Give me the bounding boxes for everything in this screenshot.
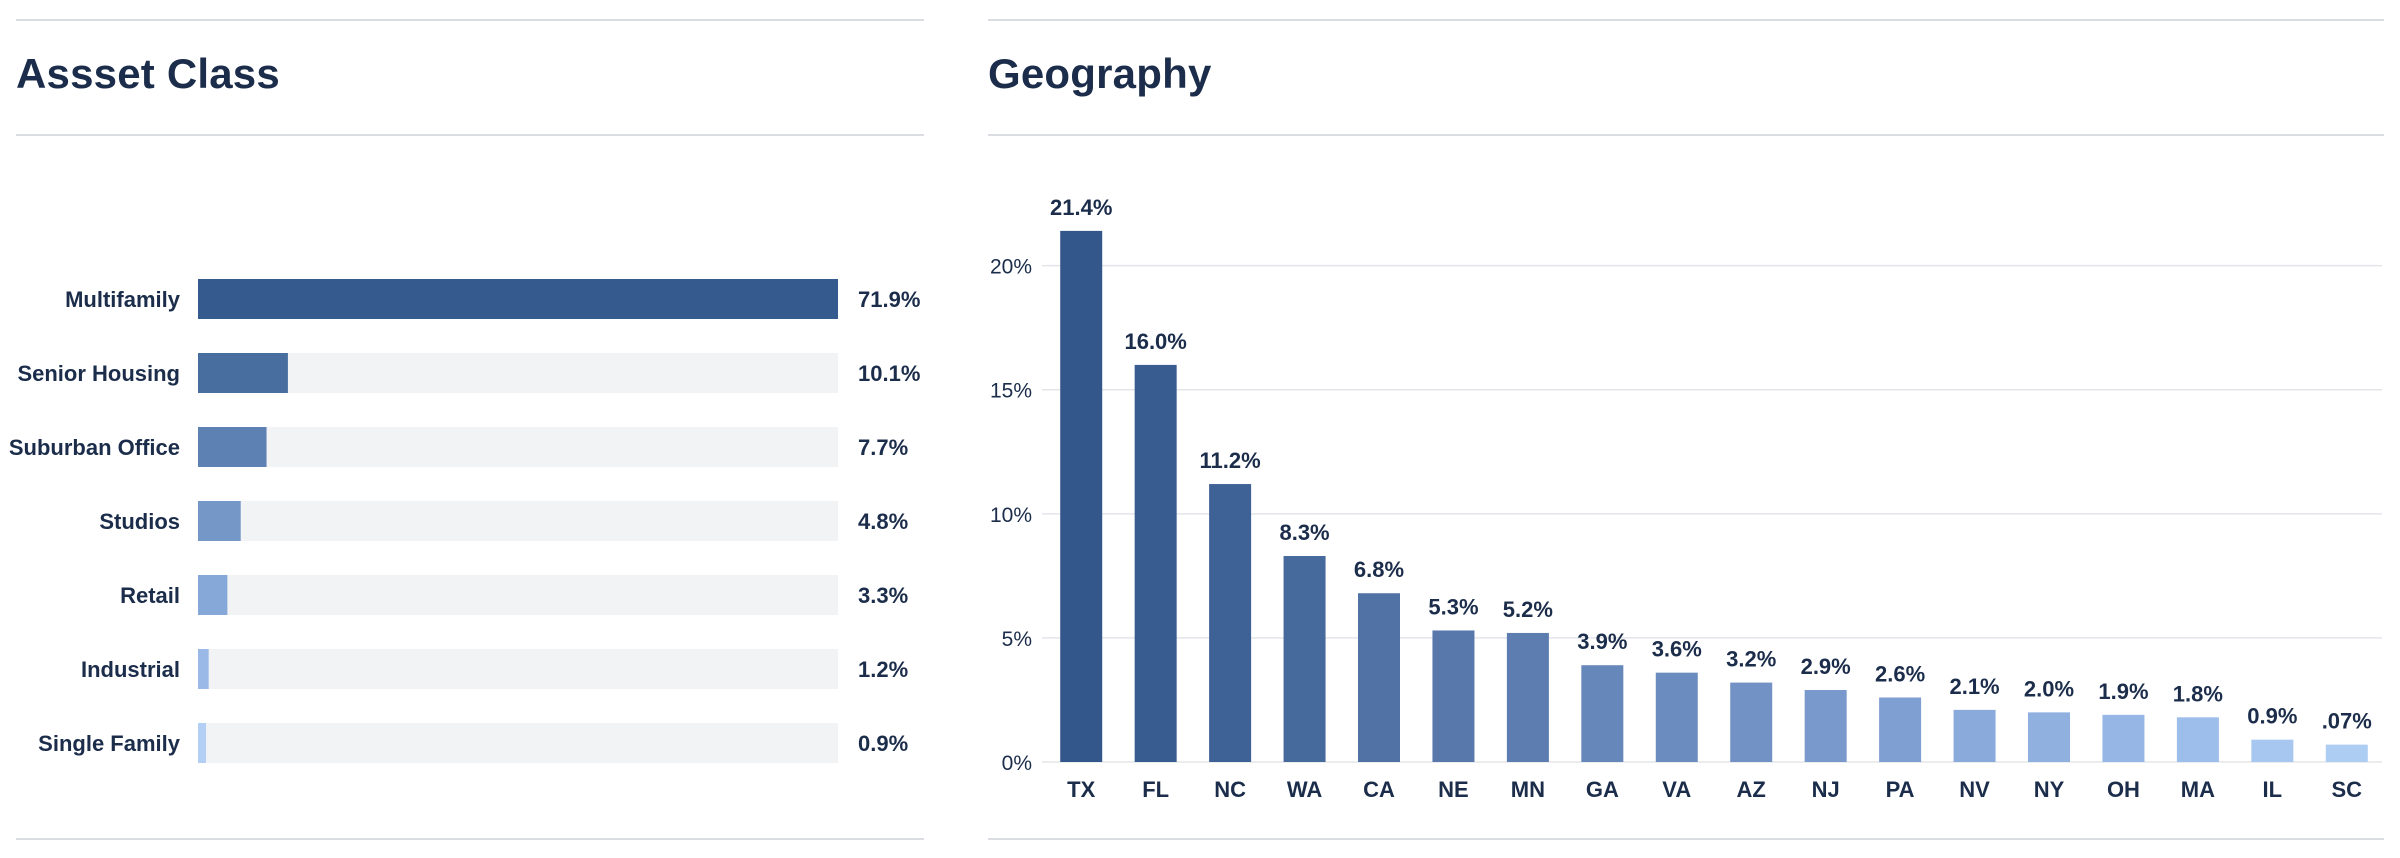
bar [1879,697,1922,762]
value-label: 0.9% [2247,704,2297,729]
value-label: 2.1% [1949,674,1999,699]
value-label: 2.6% [1875,661,1925,686]
top-divider [16,19,924,21]
bar [2325,744,2368,762]
asset-class-panel: Assset Class Multifamily 71.9% Senior Hous… [9,0,924,858]
category-label: Studios [99,509,180,534]
value-label: 5.2% [1503,597,1553,622]
value-label: 6.8% [1354,557,1404,582]
category-label: Multifamily [65,287,181,312]
x-tick-label: NJ [1812,777,1840,802]
bar [1581,665,1624,762]
x-tick-label: MA [2181,777,2215,802]
x-tick-label: WA [1287,777,1323,802]
bottom-divider [988,838,2384,840]
value-label: 3.9% [1577,629,1627,654]
title-divider [988,134,2384,136]
x-tick-label: NC [1214,777,1246,802]
value-label: 3.2% [1726,647,1776,672]
geography-title: Geography [988,50,1212,97]
value-label: 3.3% [858,583,908,608]
bar [1283,556,1326,762]
bar [1209,484,1252,762]
x-tick-label: MN [1511,777,1545,802]
value-label: 71.9% [858,287,920,312]
value-label: 2.9% [1801,654,1851,679]
x-tick-label: NY [2034,777,2065,802]
x-tick-label: GA [1586,777,1619,802]
bar-track [198,575,838,615]
bar [198,723,207,763]
bar [2251,739,2294,762]
bar [1953,709,1996,762]
title-divider [16,134,924,136]
x-tick-label: OH [2107,777,2140,802]
x-tick-label: TX [1067,777,1095,802]
bar [198,353,288,393]
bar [1506,632,1549,762]
asset-class-bar-chart: Multifamily 71.9% Senior Housing 10.1% Subur… [9,279,920,763]
value-label: 11.2% [1200,448,1261,473]
x-tick-label: FL [1142,777,1169,802]
value-label: 16.0% [1124,329,1186,354]
bottom-divider [16,838,924,840]
bar [2176,717,2219,762]
bar [198,649,209,689]
y-tick-label: 15% [990,380,1032,403]
x-tick-label: IL [2263,777,2283,802]
value-label: 5.3% [1428,594,1478,619]
category-label: Industrial [81,657,180,682]
asset-class-title: Assset Class [16,50,280,97]
y-tick-label: 20% [990,256,1032,279]
bar-track [198,501,838,541]
value-label: 1.2% [858,657,908,682]
x-tick-label: CA [1363,777,1395,802]
y-tick-label: 10% [990,504,1032,527]
bar [198,575,228,615]
geography-bar-chart: 0% 5% 10% 15% 20% 21.4% TX 16.0% FL 11.2% NC 8.3% WA… [990,195,2382,802]
bar-track [198,353,838,393]
bar [198,427,267,467]
x-tick-label: AZ [1737,777,1766,802]
bar-track [198,723,838,763]
bar [1432,630,1475,762]
bar [198,279,838,319]
bar [1134,364,1177,762]
x-tick-label: NV [1959,777,1990,802]
value-label: .07% [2322,709,2372,734]
y-tick-label: 0% [1002,752,1032,775]
value-label: 1.8% [2173,681,2223,706]
bar [2102,714,2145,762]
value-label: 10.1% [858,361,920,386]
y-tick-label: 5% [1002,628,1032,651]
category-label: Suburban Office [9,435,180,460]
value-label: 4.8% [858,509,908,534]
x-tick-label: VA [1662,777,1691,802]
x-tick-label: NE [1438,777,1469,802]
value-label: 21.4% [1050,195,1112,220]
bar [1730,682,1773,762]
bar [1060,230,1103,762]
value-label: 3.6% [1652,637,1702,662]
value-label: 8.3% [1279,520,1329,545]
bar [1804,690,1847,762]
category-label: Single Family [38,731,181,756]
bar [2028,712,2070,762]
value-label: 1.9% [2098,679,2148,704]
value-label: 2.0% [2024,676,2074,701]
top-divider [988,19,2384,21]
value-label: 7.7% [858,435,908,460]
x-tick-label: SC [2331,777,2362,802]
category-label: Retail [120,583,180,608]
bar [1358,593,1400,762]
geography-panel: Geography 0% 5% 10% 15% 20% 21.4% TX 16.0% FL 11.… [988,0,2384,858]
category-label: Senior Housing [17,361,180,386]
value-label: 0.9% [858,731,908,756]
bar-track [198,649,838,689]
bar-track [198,427,838,467]
x-tick-label: PA [1886,777,1915,802]
bar [1655,672,1698,762]
bar [198,501,241,541]
